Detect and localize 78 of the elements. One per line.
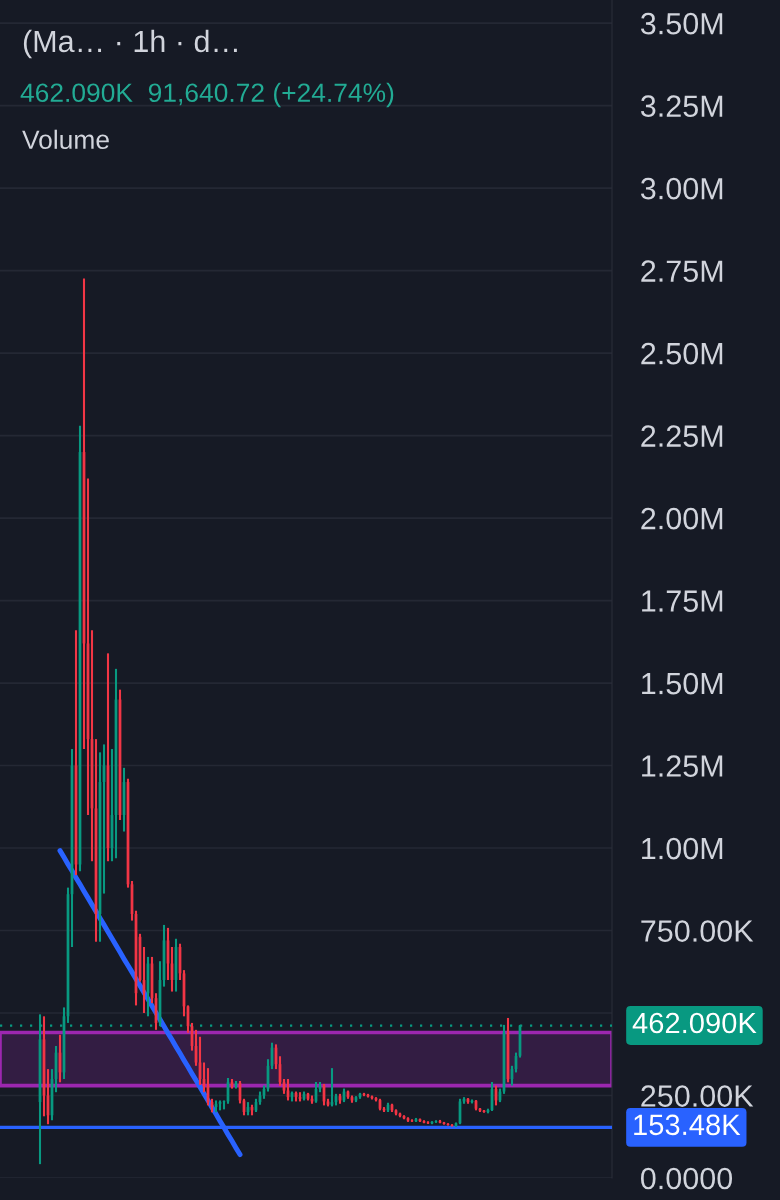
candlestick: [74, 629, 78, 877]
candlestick: [390, 1102, 394, 1114]
candlestick: [386, 1101, 390, 1114]
candlestick: [294, 1090, 298, 1103]
candlestick: [218, 1099, 222, 1112]
text: 462.090K 91,640.72 (+24.74%): [20, 82, 394, 108]
candlestick: [310, 1094, 314, 1105]
candlestick: [398, 1111, 402, 1119]
text: (Ma… · 1h · d…: [23, 29, 237, 59]
candlestick: [234, 1079, 238, 1090]
candlestick: [354, 1095, 358, 1104]
candlestick: [494, 1084, 498, 1107]
candlestick: [342, 1087, 346, 1104]
candlestick: [438, 1118, 442, 1125]
candlestick: [470, 1098, 474, 1105]
y-tick-label: 2.50M: [641, 342, 723, 365]
y-tick-label: 750.00K: [641, 920, 754, 942]
y-tick-label: 3.50M: [640, 12, 723, 35]
candlestick: [370, 1094, 374, 1101]
candlestick: [422, 1119, 426, 1125]
y-tick-label: 2.25M: [641, 425, 723, 447]
candlestick: [290, 1090, 294, 1103]
candlestick: [246, 1101, 250, 1117]
candlestick: [146, 955, 150, 1018]
y-tick-label: 3.25M: [640, 95, 723, 117]
candlestick: [410, 1118, 414, 1123]
candlestick: [406, 1116, 410, 1123]
candlestick: [314, 1080, 318, 1104]
candlestick: [174, 937, 178, 993]
candlestick: [394, 1108, 398, 1117]
candlestick: [466, 1097, 470, 1105]
candlestick: [418, 1117, 422, 1123]
candlestick: [490, 1080, 494, 1113]
candlestick: [330, 1067, 334, 1108]
candlestick: [346, 1089, 350, 1100]
candlestick: [250, 1103, 254, 1117]
candlestick: [474, 1099, 478, 1112]
candlestick: [286, 1077, 290, 1102]
candlestick: [362, 1091, 366, 1098]
candlestick: [458, 1097, 462, 1126]
candlestick: [78, 424, 82, 873]
ref-line-label: 153.48K: [634, 1114, 741, 1136]
candlestick: [430, 1120, 434, 1126]
y-tick-label: 1.75M: [642, 590, 723, 612]
candlestick: [298, 1091, 302, 1103]
candlestick: [442, 1120, 446, 1126]
candlestick: [506, 1016, 510, 1084]
y-tick-label: 1.00M: [642, 837, 723, 860]
y-tick-label: 0.0000: [640, 1167, 733, 1190]
annotation: Volume: [22, 129, 109, 150]
candlestick: [366, 1092, 370, 1099]
ref-line-label: 462.090K: [632, 1012, 757, 1034]
y-tick-label: 2.00M: [641, 507, 723, 530]
candlestick: [322, 1082, 326, 1107]
candlestick: [114, 667, 118, 860]
y-tick-label: 250.00K: [641, 1085, 754, 1107]
candlestick: [302, 1090, 306, 1102]
candlestick: [482, 1108, 486, 1114]
candlestick: [378, 1097, 382, 1112]
candlestick: [426, 1120, 430, 1125]
y-tick-label: 1.25M: [642, 755, 723, 777]
candlestick: [214, 1099, 218, 1114]
candlestick: [122, 766, 126, 833]
candlestick: [106, 652, 110, 863]
y-tick-label: 2.75M: [641, 260, 723, 282]
candlestick: [118, 688, 122, 822]
candlestick: [358, 1091, 362, 1100]
y-tick-label: 3.00M: [640, 177, 723, 200]
candlestick: [338, 1092, 342, 1105]
candlestick: [434, 1119, 438, 1124]
candlestick: [350, 1094, 354, 1104]
candlestick: [230, 1077, 234, 1090]
candlestick: [402, 1114, 406, 1121]
candlestick: [58, 1033, 62, 1084]
candlestick: [306, 1091, 310, 1102]
y-tick-label: 1.50M: [642, 672, 723, 695]
candlestick: [414, 1116, 418, 1123]
candlestick: [226, 1076, 230, 1105]
